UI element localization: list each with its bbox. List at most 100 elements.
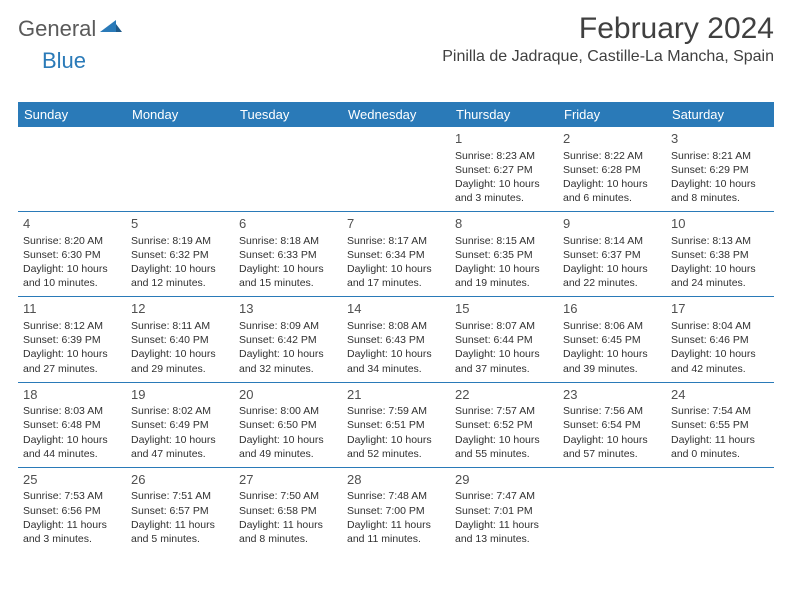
day-number: 5 xyxy=(131,215,229,233)
day-number: 14 xyxy=(347,300,445,318)
sunset-line: Sunset: 6:54 PM xyxy=(563,418,661,432)
calendar-week-row: 25Sunrise: 7:53 AMSunset: 6:56 PMDayligh… xyxy=(18,467,774,552)
daylight-line: Daylight: 11 hours and 8 minutes. xyxy=(239,518,337,546)
sunrise-line: Sunrise: 8:04 AM xyxy=(671,319,769,333)
sunset-line: Sunset: 6:50 PM xyxy=(239,418,337,432)
daylight-line: Daylight: 10 hours and 15 minutes. xyxy=(239,262,337,290)
calendar-day-cell: 19Sunrise: 8:02 AMSunset: 6:49 PMDayligh… xyxy=(126,382,234,467)
sunrise-line: Sunrise: 8:06 AM xyxy=(563,319,661,333)
calendar-day-cell: 1Sunrise: 8:23 AMSunset: 6:27 PMDaylight… xyxy=(450,127,558,212)
daylight-line: Daylight: 10 hours and 47 minutes. xyxy=(131,433,229,461)
weekday-header: Monday xyxy=(126,102,234,127)
day-number: 20 xyxy=(239,386,337,404)
weekday-header: Friday xyxy=(558,102,666,127)
sunset-line: Sunset: 6:33 PM xyxy=(239,248,337,262)
day-number: 11 xyxy=(23,300,121,318)
sunset-line: Sunset: 6:51 PM xyxy=(347,418,445,432)
calendar-day-cell: 21Sunrise: 7:59 AMSunset: 6:51 PMDayligh… xyxy=(342,382,450,467)
daylight-line: Daylight: 10 hours and 8 minutes. xyxy=(671,177,769,205)
sunset-line: Sunset: 6:27 PM xyxy=(455,163,553,177)
sunrise-line: Sunrise: 7:51 AM xyxy=(131,489,229,503)
sunset-line: Sunset: 6:34 PM xyxy=(347,248,445,262)
daylight-line: Daylight: 10 hours and 27 minutes. xyxy=(23,347,121,375)
day-number: 2 xyxy=(563,130,661,148)
weekday-header: Thursday xyxy=(450,102,558,127)
day-number: 3 xyxy=(671,130,769,148)
sunset-line: Sunset: 6:39 PM xyxy=(23,333,121,347)
sunrise-line: Sunrise: 8:12 AM xyxy=(23,319,121,333)
sunrise-line: Sunrise: 8:20 AM xyxy=(23,234,121,248)
logo: General xyxy=(18,16,124,42)
calendar-empty-cell xyxy=(18,127,126,212)
day-number: 1 xyxy=(455,130,553,148)
weekday-header: Sunday xyxy=(18,102,126,127)
calendar-day-cell: 8Sunrise: 8:15 AMSunset: 6:35 PMDaylight… xyxy=(450,212,558,297)
daylight-line: Daylight: 10 hours and 29 minutes. xyxy=(131,347,229,375)
sunrise-line: Sunrise: 8:13 AM xyxy=(671,234,769,248)
calendar-day-cell: 2Sunrise: 8:22 AMSunset: 6:28 PMDaylight… xyxy=(558,127,666,212)
daylight-line: Daylight: 10 hours and 57 minutes. xyxy=(563,433,661,461)
day-number: 23 xyxy=(563,386,661,404)
calendar-day-cell: 5Sunrise: 8:19 AMSunset: 6:32 PMDaylight… xyxy=(126,212,234,297)
sunset-line: Sunset: 6:57 PM xyxy=(131,504,229,518)
day-number: 18 xyxy=(23,386,121,404)
day-number: 27 xyxy=(239,471,337,489)
calendar-day-cell: 7Sunrise: 8:17 AMSunset: 6:34 PMDaylight… xyxy=(342,212,450,297)
daylight-line: Daylight: 11 hours and 11 minutes. xyxy=(347,518,445,546)
sunrise-line: Sunrise: 8:03 AM xyxy=(23,404,121,418)
calendar-day-cell: 6Sunrise: 8:18 AMSunset: 6:33 PMDaylight… xyxy=(234,212,342,297)
calendar-day-cell: 27Sunrise: 7:50 AMSunset: 6:58 PMDayligh… xyxy=(234,467,342,552)
sunset-line: Sunset: 7:01 PM xyxy=(455,504,553,518)
day-number: 12 xyxy=(131,300,229,318)
day-number: 4 xyxy=(23,215,121,233)
daylight-line: Daylight: 10 hours and 49 minutes. xyxy=(239,433,337,461)
sunrise-line: Sunrise: 8:00 AM xyxy=(239,404,337,418)
calendar-day-cell: 17Sunrise: 8:04 AMSunset: 6:46 PMDayligh… xyxy=(666,297,774,382)
calendar-day-cell: 16Sunrise: 8:06 AMSunset: 6:45 PMDayligh… xyxy=(558,297,666,382)
day-number: 25 xyxy=(23,471,121,489)
daylight-line: Daylight: 10 hours and 52 minutes. xyxy=(347,433,445,461)
calendar-day-cell: 26Sunrise: 7:51 AMSunset: 6:57 PMDayligh… xyxy=(126,467,234,552)
sunset-line: Sunset: 6:49 PM xyxy=(131,418,229,432)
sunrise-line: Sunrise: 8:17 AM xyxy=(347,234,445,248)
daylight-line: Daylight: 10 hours and 19 minutes. xyxy=(455,262,553,290)
daylight-line: Daylight: 10 hours and 12 minutes. xyxy=(131,262,229,290)
daylight-line: Daylight: 10 hours and 32 minutes. xyxy=(239,347,337,375)
day-number: 22 xyxy=(455,386,553,404)
sunrise-line: Sunrise: 8:14 AM xyxy=(563,234,661,248)
sunrise-line: Sunrise: 8:19 AM xyxy=(131,234,229,248)
weekday-header-row: Sunday Monday Tuesday Wednesday Thursday… xyxy=(18,102,774,127)
sunrise-line: Sunrise: 8:02 AM xyxy=(131,404,229,418)
sunset-line: Sunset: 6:58 PM xyxy=(239,504,337,518)
sunset-line: Sunset: 6:45 PM xyxy=(563,333,661,347)
day-number: 7 xyxy=(347,215,445,233)
calendar-day-cell: 15Sunrise: 8:07 AMSunset: 6:44 PMDayligh… xyxy=(450,297,558,382)
day-number: 9 xyxy=(563,215,661,233)
day-number: 13 xyxy=(239,300,337,318)
calendar-day-cell: 29Sunrise: 7:47 AMSunset: 7:01 PMDayligh… xyxy=(450,467,558,552)
month-title: February 2024 xyxy=(442,12,774,46)
sunrise-line: Sunrise: 7:47 AM xyxy=(455,489,553,503)
calendar-day-cell: 4Sunrise: 8:20 AMSunset: 6:30 PMDaylight… xyxy=(18,212,126,297)
calendar-empty-cell xyxy=(558,467,666,552)
sunrise-line: Sunrise: 8:08 AM xyxy=(347,319,445,333)
sunrise-line: Sunrise: 8:07 AM xyxy=(455,319,553,333)
sunrise-line: Sunrise: 7:50 AM xyxy=(239,489,337,503)
sunset-line: Sunset: 6:46 PM xyxy=(671,333,769,347)
calendar-day-cell: 14Sunrise: 8:08 AMSunset: 6:43 PMDayligh… xyxy=(342,297,450,382)
sunrise-line: Sunrise: 8:15 AM xyxy=(455,234,553,248)
sunrise-line: Sunrise: 8:22 AM xyxy=(563,149,661,163)
daylight-line: Daylight: 11 hours and 3 minutes. xyxy=(23,518,121,546)
weekday-header: Wednesday xyxy=(342,102,450,127)
daylight-line: Daylight: 10 hours and 42 minutes. xyxy=(671,347,769,375)
daylight-line: Daylight: 10 hours and 24 minutes. xyxy=(671,262,769,290)
calendar-day-cell: 22Sunrise: 7:57 AMSunset: 6:52 PMDayligh… xyxy=(450,382,558,467)
calendar-table: Sunday Monday Tuesday Wednesday Thursday… xyxy=(18,102,774,552)
sunset-line: Sunset: 6:56 PM xyxy=(23,504,121,518)
sunrise-line: Sunrise: 7:59 AM xyxy=(347,404,445,418)
daylight-line: Daylight: 10 hours and 44 minutes. xyxy=(23,433,121,461)
daylight-line: Daylight: 10 hours and 10 minutes. xyxy=(23,262,121,290)
calendar-day-cell: 24Sunrise: 7:54 AMSunset: 6:55 PMDayligh… xyxy=(666,382,774,467)
calendar-empty-cell xyxy=(342,127,450,212)
sunset-line: Sunset: 6:52 PM xyxy=(455,418,553,432)
